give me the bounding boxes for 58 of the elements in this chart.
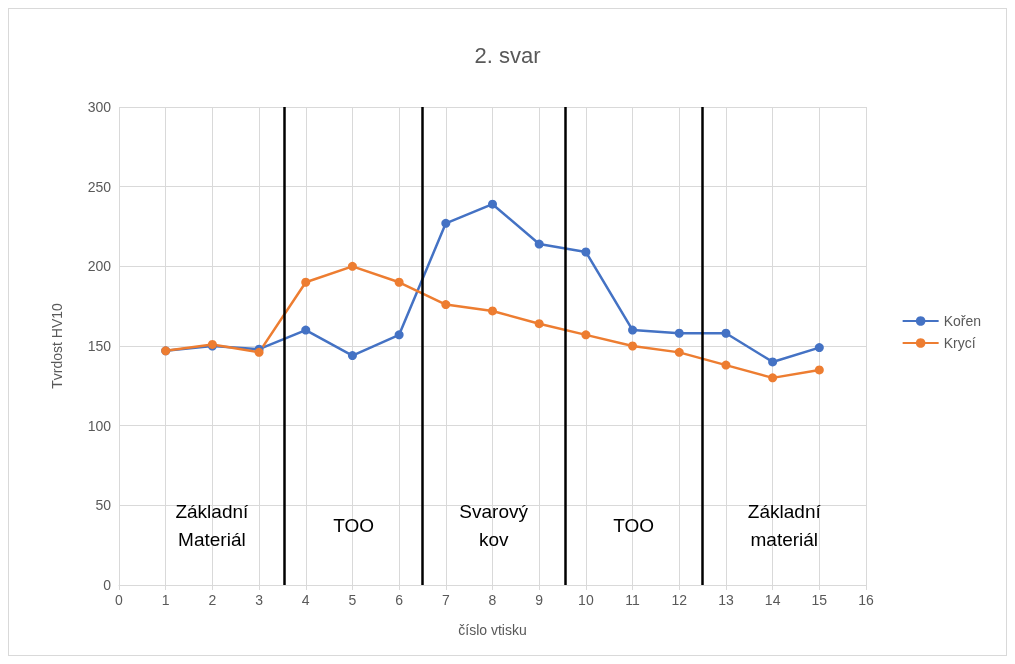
point bbox=[721, 328, 731, 338]
x-axis-title: číslo vtisku bbox=[458, 622, 527, 638]
y-tick-label: 50 bbox=[95, 497, 112, 514]
chart-title: 2. svar bbox=[474, 42, 541, 68]
x-tick-label: 1 bbox=[161, 592, 170, 608]
point bbox=[347, 261, 357, 271]
y-tick-label: 0 bbox=[103, 577, 112, 593]
point bbox=[628, 341, 638, 351]
point bbox=[488, 199, 497, 209]
x-tick-label: 14 bbox=[764, 592, 781, 608]
point bbox=[301, 325, 311, 335]
point bbox=[394, 330, 404, 340]
x-tick-label: 10 bbox=[578, 592, 594, 608]
point bbox=[581, 330, 591, 340]
annotation: TOO bbox=[613, 514, 655, 536]
annotation: Základní materiál bbox=[747, 500, 822, 550]
point bbox=[628, 325, 638, 335]
annotation: Základní Materiál bbox=[175, 500, 250, 550]
x-tick-label: 13 bbox=[718, 592, 734, 608]
point bbox=[441, 218, 451, 228]
point bbox=[814, 343, 824, 353]
annotation: TOO bbox=[333, 514, 375, 536]
x-tick-label: 0 bbox=[115, 592, 124, 608]
x-tick-label: 7 bbox=[441, 592, 450, 608]
point bbox=[814, 365, 824, 375]
y-axis-title: Tvrdost HV10 bbox=[49, 303, 65, 389]
legend-label: Krycí bbox=[943, 335, 976, 351]
x-tick-label: 8 bbox=[488, 592, 497, 608]
x-tick-label: 15 bbox=[811, 592, 828, 608]
y-tick-label: 100 bbox=[87, 417, 112, 434]
point bbox=[488, 306, 497, 316]
x-tick-label: 16 bbox=[858, 592, 874, 608]
point bbox=[441, 300, 451, 310]
y-tick-label: 300 bbox=[87, 99, 112, 115]
legend-label: Kořen bbox=[943, 313, 981, 329]
point bbox=[674, 347, 684, 357]
x-tick-label: 6 bbox=[395, 592, 404, 608]
point bbox=[721, 360, 731, 370]
y-tick-label: 200 bbox=[87, 258, 112, 275]
annotation: Svarový kov bbox=[459, 500, 529, 550]
point bbox=[534, 239, 544, 249]
x-tick-label: 2 bbox=[208, 592, 217, 608]
x-tick-label: 11 bbox=[625, 592, 641, 608]
x-tick-label: 3 bbox=[255, 592, 264, 608]
point bbox=[534, 319, 544, 329]
point bbox=[581, 247, 591, 257]
x-tick-label: 12 bbox=[671, 592, 688, 608]
point bbox=[768, 357, 778, 367]
y-tick-label: 150 bbox=[87, 338, 112, 354]
point bbox=[347, 351, 357, 361]
point bbox=[301, 277, 311, 287]
point bbox=[394, 277, 404, 287]
y-tick-label: 250 bbox=[87, 178, 112, 195]
x-tick-label: 4 bbox=[301, 592, 310, 608]
point bbox=[674, 328, 684, 338]
x-tick-label: 9 bbox=[535, 592, 544, 608]
point bbox=[768, 373, 778, 383]
x-tick-label: 5 bbox=[348, 592, 357, 608]
